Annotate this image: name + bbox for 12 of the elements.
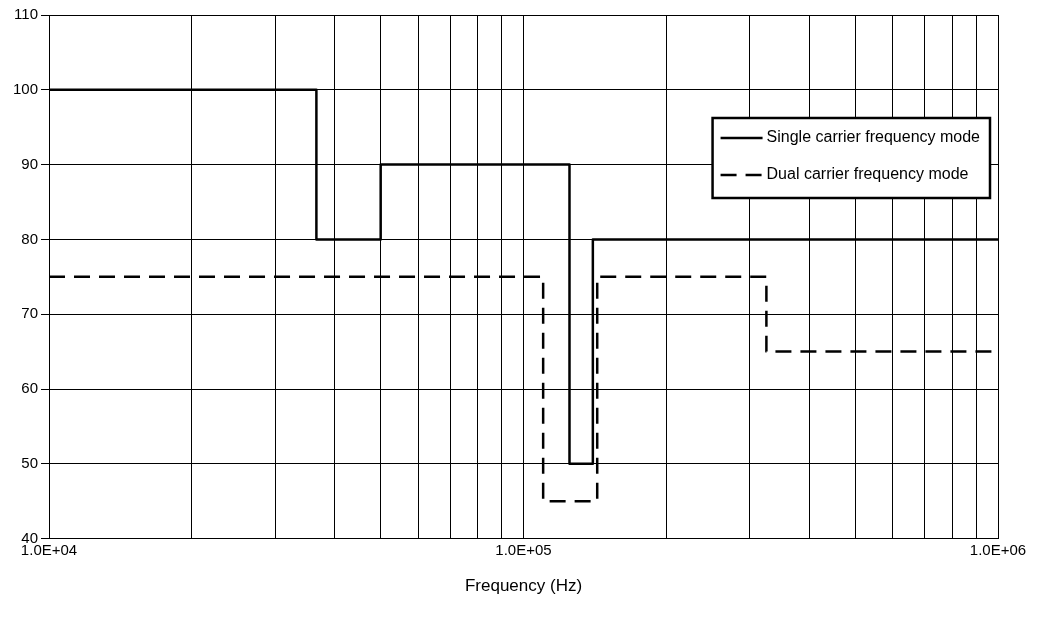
legend-label: Dual carrier frequency mode — [766, 165, 969, 183]
y-tick-label: 100 — [13, 79, 39, 97]
y-tick-label: 90 — [21, 154, 39, 172]
y-tick-label: 80 — [21, 229, 39, 247]
x-tick-label: 1.0E+05 — [495, 540, 552, 558]
y-tick-label: 50 — [21, 453, 39, 471]
x-tick-label: 1.0E+06 — [969, 540, 1027, 558]
legend-label: Single carrier frequency mode — [766, 128, 981, 146]
y-tick-label: 110 — [14, 5, 39, 23]
x-axis-title: Frequency (Hz) — [464, 576, 583, 596]
y-tick-label: 70 — [21, 304, 39, 322]
y-tick-label: 60 — [21, 379, 39, 397]
